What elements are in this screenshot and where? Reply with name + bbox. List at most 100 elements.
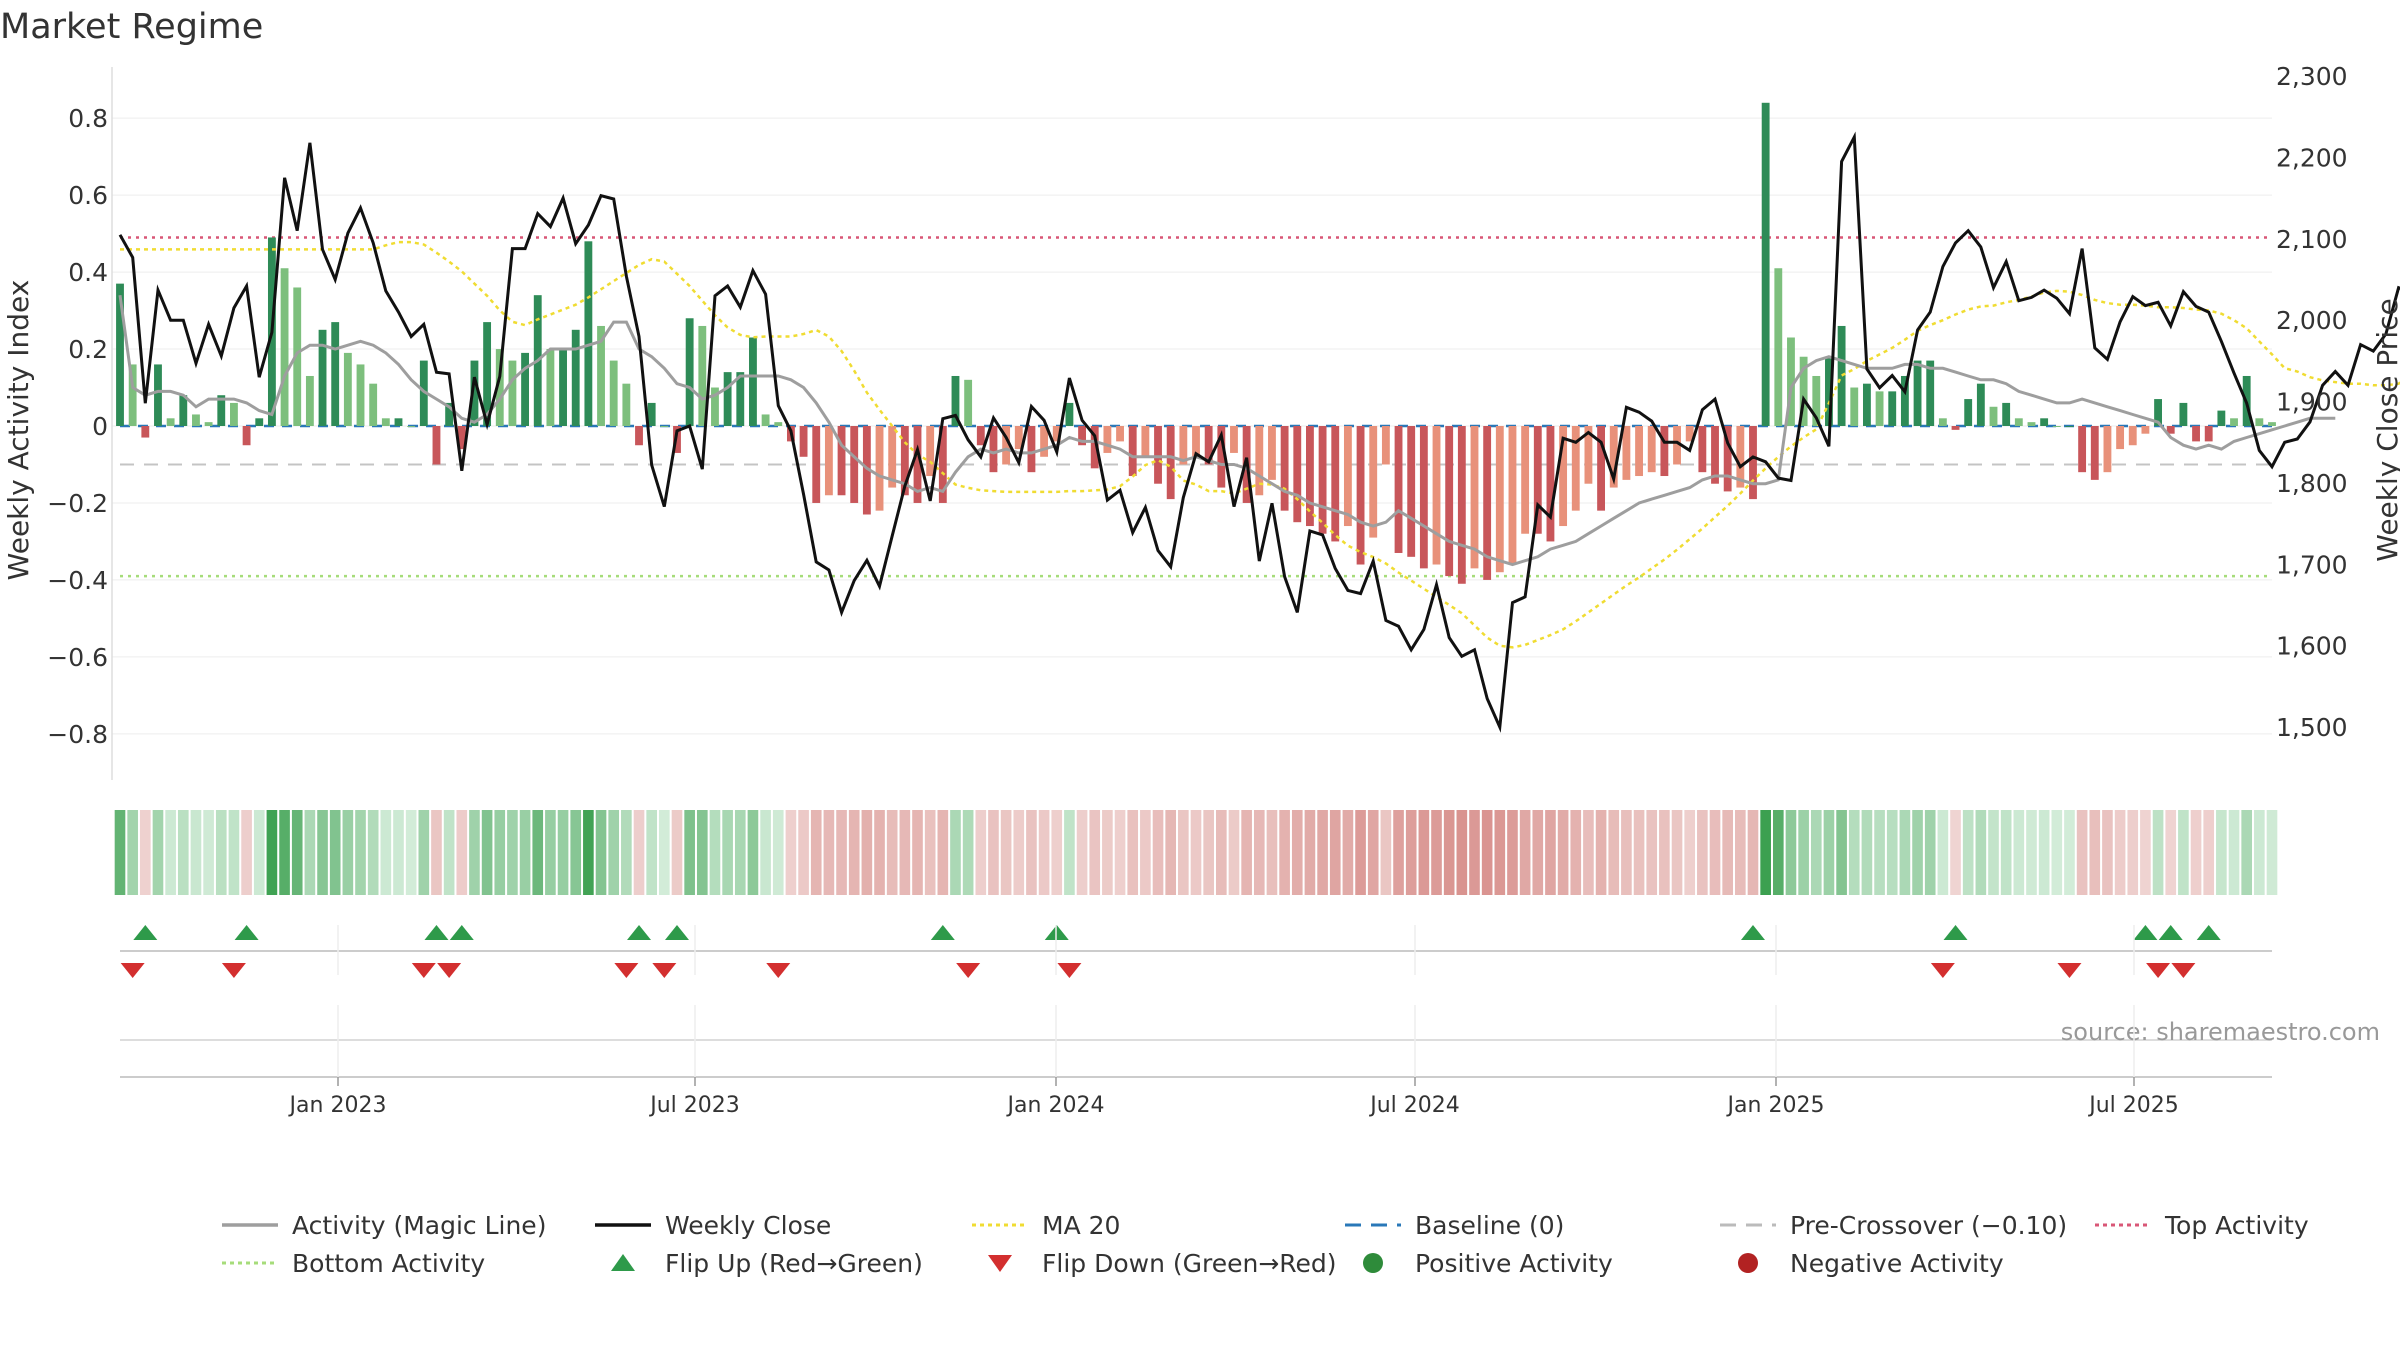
heat-cell [1127,810,1139,895]
activity-bar [1521,426,1530,534]
heat-cell [304,810,316,895]
right-tick-label: 1,900 [2276,388,2348,417]
activity-bar [698,325,707,426]
activity-bar [1369,426,1378,538]
activity-bar [1381,426,1390,465]
activity-bar [1293,426,1302,523]
flip-down-marker [652,963,677,978]
activity-bar [685,318,694,426]
activity-bar [2154,399,2162,426]
activity-bar [1660,426,1669,477]
heat-cell [1772,810,1784,895]
activity-bar [1230,426,1238,453]
activity-bar [2014,418,2023,426]
right-tick-label: 2,100 [2276,225,2348,254]
activity-bar [1014,426,1023,450]
flip-up-marker [930,925,955,940]
activity-bar [1306,426,1314,527]
activity-bar [723,372,732,426]
heat-cell [545,810,556,895]
heat-cell [1291,810,1303,895]
heat-cell [1000,810,1012,895]
activity-bar [888,426,897,488]
heat-cell [962,810,974,895]
right-tick-label: 2,300 [2276,62,2348,91]
heat-cell [671,810,683,895]
flip-up-marker [1044,925,1069,940]
activity-bar [1318,426,1327,534]
activity-bar [1900,375,1909,426]
heat-cell [1722,810,1733,895]
heat-cell [152,810,164,895]
heat-cell [1709,810,1721,895]
heat-cell [2140,810,2151,895]
legend-item: Positive Activity [1363,1249,1613,1278]
heat-cell [481,810,493,895]
heat-cell [1937,810,1949,895]
heat-cell [2241,810,2252,895]
activity-bar [938,426,947,503]
heat-cell [772,810,784,895]
heat-cell [886,810,898,895]
heat-cell [760,810,771,895]
x-axis: Jan 2023 Jul 2023 Jan 2024 Jul 2024 Jan 2025… [288,925,2179,1118]
right-tick-label: 2,200 [2276,143,2348,172]
heat-cell [469,810,480,895]
heat-cell [2102,810,2113,895]
heat-cell [1975,810,1987,895]
activity-bar [445,402,454,426]
activity-bar [154,364,162,426]
heat-cell [1988,810,1999,895]
activity-bar [128,364,137,426]
heat-cell [1519,810,1531,895]
heat-cell [456,810,468,895]
heat-cell [950,810,961,895]
heat-cell [2114,810,2126,895]
activity-bar [1546,426,1555,542]
flip-down-marker [411,963,436,978]
heat-cell [190,810,202,895]
heat-cell [583,810,594,895]
activity-bar [1888,391,1897,426]
activity-bar [812,426,821,503]
heat-cell [443,810,455,895]
activity-magic-line [118,294,2336,567]
x-tick-label: Jan 2023 [288,1093,387,1118]
activity-bar [1407,426,1416,557]
heat-cell [570,810,582,895]
activity-bar [559,349,567,426]
left-tick-label: −0.4 [47,566,108,595]
activity-bar [2128,426,2137,446]
activity-bar [1875,391,1884,426]
activity-bar [1825,356,1833,426]
heat-cell [2178,810,2189,895]
heat-cell [633,810,645,895]
heat-cell [1671,810,1683,895]
heat-cell [1646,810,1658,895]
activity-bar [1457,426,1466,584]
heat-cell [2216,810,2227,895]
heat-cell [215,810,227,895]
activity-bar [546,349,555,426]
legend-swatch-dot [1738,1253,1758,1273]
activity-bar [1495,426,1504,573]
legend-item: Bottom Activity [222,1249,485,1278]
activity-bar [1192,426,1200,457]
right-tick-label: 2,000 [2276,306,2348,335]
activity-bar [166,418,175,426]
activity-bar [2268,422,2276,426]
heat-cell [1684,810,1696,895]
heat-cell [2026,810,2037,895]
heat-cell [646,810,657,895]
left-tick-label: 0.8 [68,104,108,133]
heat-cell [253,810,265,895]
heat-cell [2203,810,2215,895]
activity-bar [331,322,340,426]
activity-bar [660,426,669,427]
heat-cell [291,810,303,895]
flip-down-marker [956,963,981,978]
source-note: source: sharemaestro.com [2061,1018,2380,1046]
activity-bar [508,360,517,426]
flip-up-marker [2196,925,2221,940]
